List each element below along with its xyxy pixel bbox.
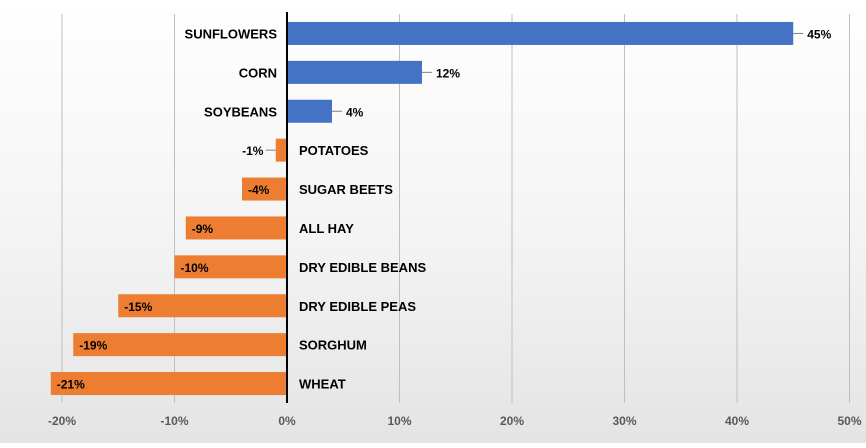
category-label: DRY EDIBLE BEANS <box>299 260 426 275</box>
data-label: -21% <box>57 378 85 392</box>
bar <box>242 177 287 201</box>
x-tick-label: -10% <box>160 414 188 428</box>
x-tick-label: 50% <box>837 414 861 428</box>
category-label: CORN <box>239 65 277 80</box>
data-label: 45% <box>807 27 831 41</box>
bar <box>50 372 287 396</box>
data-label: -4% <box>248 183 270 197</box>
x-tick-label: 20% <box>500 414 524 428</box>
x-tick-label: 30% <box>612 414 636 428</box>
x-tick-label: 40% <box>725 414 749 428</box>
data-label: -15% <box>124 300 152 314</box>
data-label: -1% <box>242 144 264 158</box>
category-label: SUNFLOWERS <box>185 26 278 41</box>
x-tick-label: -20% <box>48 414 76 428</box>
bar <box>275 138 287 162</box>
data-label: 4% <box>346 105 364 119</box>
data-label: -19% <box>79 339 107 353</box>
bar <box>118 294 287 318</box>
bar <box>287 99 332 123</box>
category-label: WHEAT <box>299 377 346 392</box>
category-label: SUGAR BEETS <box>299 182 393 197</box>
data-label: -10% <box>181 261 209 275</box>
x-tick-label: 10% <box>387 414 411 428</box>
bar <box>287 21 794 45</box>
bar <box>185 216 287 240</box>
x-tick-label: 0% <box>278 414 296 428</box>
bar <box>73 333 287 357</box>
category-label: ALL HAY <box>299 221 354 236</box>
category-label: DRY EDIBLE PEAS <box>299 299 416 314</box>
data-label: -9% <box>192 222 214 236</box>
category-label: POTATOES <box>299 143 369 158</box>
category-label: SOYBEANS <box>204 104 277 119</box>
bar <box>174 255 287 279</box>
bar <box>287 60 422 84</box>
data-label: 12% <box>436 66 460 80</box>
category-label: SORGHUM <box>299 338 367 353</box>
